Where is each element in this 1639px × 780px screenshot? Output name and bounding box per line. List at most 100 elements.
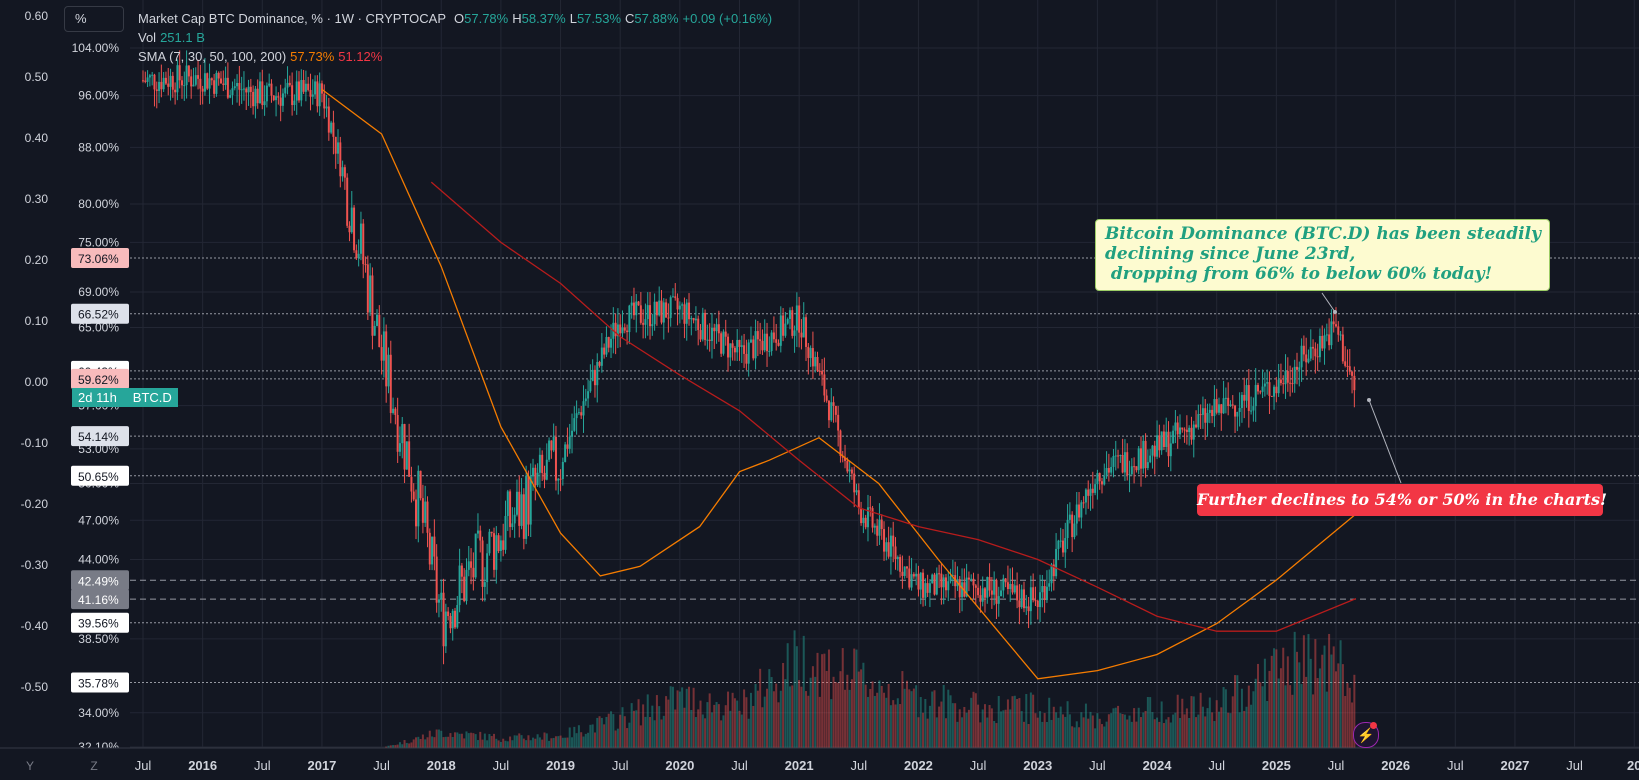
candle-body bbox=[380, 347, 383, 361]
volume-bar bbox=[1075, 721, 1078, 748]
candle-body bbox=[667, 317, 670, 319]
candle-body bbox=[768, 351, 771, 353]
candle-body bbox=[1332, 321, 1335, 325]
candle-body bbox=[1162, 431, 1165, 448]
time-tick: 2018 bbox=[427, 758, 456, 773]
volume-bar bbox=[1149, 697, 1152, 748]
volume-bar bbox=[729, 710, 732, 748]
volume-bar bbox=[965, 712, 968, 748]
volume-bar bbox=[483, 733, 486, 748]
candle-body bbox=[454, 610, 457, 628]
volume-bar bbox=[784, 679, 787, 748]
volume-bar bbox=[688, 686, 691, 748]
volume-bar bbox=[1128, 715, 1131, 748]
candle-body bbox=[509, 491, 512, 528]
candle-body bbox=[1084, 489, 1087, 503]
price-axis[interactable]: 104.00% 96.00% 88.00% 80.00% 75.00% 69.00% 65.… bbox=[72, 41, 120, 754]
volume-bar bbox=[1091, 715, 1094, 748]
volume-bar bbox=[1314, 639, 1317, 748]
volume-bar bbox=[1332, 646, 1335, 748]
volume-bar bbox=[1146, 696, 1149, 748]
time-tick: Jul bbox=[493, 758, 510, 773]
volume-bar bbox=[1006, 699, 1009, 748]
candle-body bbox=[1089, 488, 1092, 496]
volume-bar bbox=[660, 719, 663, 748]
volume-bar bbox=[644, 716, 647, 748]
candle-body bbox=[1169, 443, 1172, 457]
candle-body bbox=[756, 331, 759, 340]
annotation-dominance-decline[interactable]: Bitcoin Dominance (BTC.D) has been stead… bbox=[1095, 219, 1550, 291]
volume-bar bbox=[848, 689, 851, 748]
candle-body bbox=[688, 302, 691, 320]
volume-bar bbox=[635, 710, 638, 748]
volume-bar bbox=[671, 686, 674, 748]
time-tick: 2024 bbox=[1143, 758, 1173, 773]
candle-body bbox=[387, 354, 390, 387]
volume-bar bbox=[564, 737, 567, 748]
candle-body bbox=[224, 77, 227, 86]
volume-bar bbox=[699, 700, 702, 748]
volume-bar bbox=[727, 691, 730, 748]
candle-body bbox=[174, 89, 177, 93]
candle-body bbox=[1146, 462, 1149, 469]
volume-bar bbox=[1250, 704, 1253, 748]
sma-label[interactable]: SMA (7, 30, 50, 100, 200) bbox=[138, 49, 287, 64]
price-tick: 34.00% bbox=[78, 706, 119, 720]
z-axis-button[interactable]: Z bbox=[90, 759, 98, 773]
candle-body bbox=[421, 498, 424, 523]
volume-bar bbox=[935, 717, 938, 748]
volume-bar bbox=[977, 704, 980, 748]
symbol-title[interactable]: Market Cap BTC Dominance, % · 1W · CRYPT… bbox=[138, 11, 446, 26]
volume-bar bbox=[995, 723, 998, 748]
candle-body bbox=[1344, 361, 1347, 366]
candle-body bbox=[146, 77, 149, 82]
secondary-tick: 0.50 bbox=[25, 70, 49, 84]
candle-body bbox=[1167, 431, 1170, 457]
candle-body bbox=[963, 582, 966, 597]
candle-body bbox=[593, 369, 596, 386]
annotation-further-declines[interactable]: Further declines to 54% or 50% in the ch… bbox=[1197, 484, 1607, 516]
volume-bar bbox=[1121, 713, 1124, 748]
candle-body bbox=[548, 440, 551, 460]
candle-body bbox=[1073, 523, 1076, 538]
volume-bar bbox=[1344, 695, 1347, 748]
candle-body bbox=[405, 441, 408, 470]
volume-bar bbox=[1256, 663, 1259, 748]
candle-body bbox=[1041, 586, 1044, 593]
candle-body bbox=[993, 579, 996, 595]
volume-bar bbox=[600, 717, 603, 748]
candle-body bbox=[972, 578, 975, 586]
candle-body bbox=[1151, 445, 1154, 456]
volume-bar bbox=[401, 744, 404, 748]
volume-bar bbox=[1004, 709, 1007, 748]
candle-body bbox=[947, 581, 950, 591]
volume-bar bbox=[527, 735, 530, 748]
candle-body bbox=[353, 207, 356, 251]
volume-bar bbox=[396, 744, 399, 748]
y-axis-button[interactable]: Y bbox=[25, 759, 34, 773]
vol-label[interactable]: Vol bbox=[138, 30, 157, 45]
time-axis[interactable]: Jul 2016 Jul 2017 Jul 2018 Jul 2019 Jul 2020 Jul 20… bbox=[0, 747, 1639, 780]
candle-body bbox=[357, 253, 360, 259]
candle-body bbox=[185, 65, 188, 86]
unit-selector[interactable]: % bbox=[64, 6, 124, 32]
time-tick: 2027 bbox=[1500, 758, 1529, 773]
candle-body bbox=[160, 81, 163, 90]
candle-body bbox=[635, 301, 638, 316]
candle-body bbox=[543, 472, 546, 480]
volume-bar bbox=[1211, 712, 1214, 748]
volume-bar bbox=[1096, 713, 1099, 748]
volume-bar bbox=[1195, 717, 1198, 748]
volume-bar bbox=[474, 734, 477, 748]
candle-body bbox=[1289, 382, 1292, 384]
candle-body bbox=[444, 611, 447, 647]
candle-body bbox=[1029, 587, 1032, 612]
volume-bar bbox=[740, 714, 743, 748]
volume-bar bbox=[598, 716, 601, 748]
candle-body bbox=[584, 398, 587, 402]
candle-body bbox=[912, 574, 915, 577]
volume-bar bbox=[1229, 713, 1232, 748]
price-label-box bbox=[71, 465, 129, 486]
volume-bar bbox=[768, 669, 771, 748]
